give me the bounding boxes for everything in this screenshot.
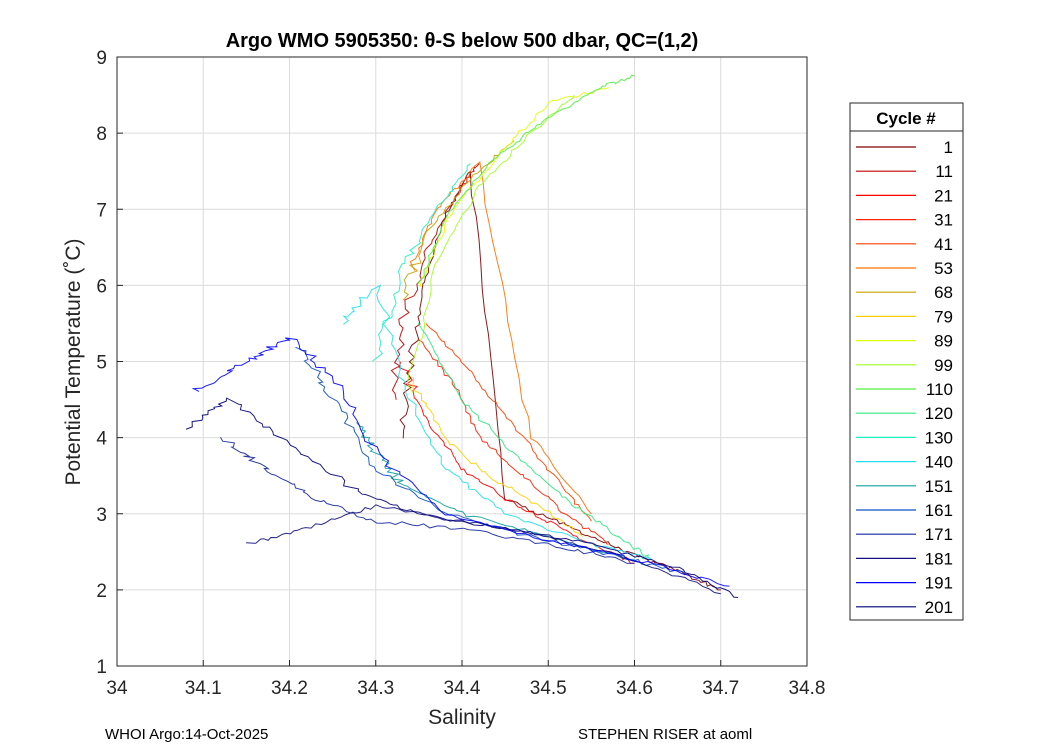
y-tick-label: 5 xyxy=(96,353,107,374)
footer-left: WHOI Argo:14-Oct-2025 xyxy=(105,726,269,743)
x-tick-label: 34.5 xyxy=(530,678,567,699)
footer-right: STEPHEN RISER at aoml xyxy=(578,726,753,743)
legend-entries: 1112131415368798999110120130140151161171… xyxy=(856,138,953,617)
grid-lines xyxy=(117,57,807,666)
x-tick-label: 34.8 xyxy=(789,678,826,699)
x-tick-label: 34.2 xyxy=(271,678,308,699)
legend-label: 120 xyxy=(925,404,953,423)
x-tick-label: 34.3 xyxy=(357,678,394,699)
series-line-110 xyxy=(417,74,635,285)
y-axis-ticks: 1 2 3 4 5 6 7 8 9 xyxy=(96,48,123,678)
x-tick-label: 34.7 xyxy=(702,678,739,699)
legend-label: 110 xyxy=(926,380,953,399)
series-group xyxy=(186,74,739,598)
series-line-181 xyxy=(246,504,721,595)
legend-label: 79 xyxy=(934,307,953,326)
legend-label: 1 xyxy=(944,138,953,157)
y-tick-label: 7 xyxy=(96,200,107,221)
series-line-79 xyxy=(412,376,584,537)
series-line-130 xyxy=(372,163,471,362)
legend: Cycle # 11121314153687989991101201301401… xyxy=(849,102,964,621)
legend-label: 151 xyxy=(925,477,953,496)
series-line-41 xyxy=(425,323,592,522)
y-tick-label: 2 xyxy=(96,581,107,602)
y-tick-label: 6 xyxy=(96,276,107,297)
y-tick-label: 8 xyxy=(96,124,107,145)
y-tick-label: 1 xyxy=(96,657,107,678)
x-tick-label: 34.6 xyxy=(616,678,653,699)
legend-label: 171 xyxy=(925,525,953,544)
series-line-191 xyxy=(191,337,730,587)
series-line-201 xyxy=(186,397,739,598)
x-tick-label: 34.4 xyxy=(444,678,481,699)
series-line-89 xyxy=(419,87,609,288)
legend-label: 31 xyxy=(934,211,953,230)
legend-label: 21 xyxy=(934,186,953,205)
series-line-120 xyxy=(417,322,652,560)
y-tick-label: 4 xyxy=(96,429,107,450)
legend-label: 11 xyxy=(935,162,953,181)
series-line-31 xyxy=(417,338,609,545)
series-line-99 xyxy=(406,94,575,394)
legend-label: 140 xyxy=(925,453,953,472)
legend-label: 181 xyxy=(925,549,953,568)
legend-label: 53 xyxy=(934,259,953,278)
legend-label: 68 xyxy=(934,283,953,302)
legend-label: 191 xyxy=(925,574,953,593)
x-tick-label: 34.1 xyxy=(185,678,222,699)
legend-label: 130 xyxy=(925,428,953,447)
legend-title: Cycle # xyxy=(876,109,936,128)
y-tick-label: 9 xyxy=(96,48,107,69)
legend-label: 201 xyxy=(925,598,953,617)
legend-label: 89 xyxy=(934,332,953,351)
x-axis-label: Salinity xyxy=(428,706,496,729)
legend-label: 99 xyxy=(934,356,953,375)
chart-title: Argo WMO 5905350: θ-S below 500 dbar, QC… xyxy=(226,30,699,52)
series-line-68 xyxy=(402,140,515,301)
y-tick-label: 3 xyxy=(96,505,107,526)
legend-label: 161 xyxy=(925,501,953,520)
series-line-140 xyxy=(342,284,652,560)
series-line-161 xyxy=(295,346,687,575)
x-axis-ticks: 34 34.1 34.2 34.3 34.4 34.5 34.6 34.7 34.8 xyxy=(106,660,825,699)
y-axis-label: Potential Temperature (˚C) xyxy=(62,238,85,485)
series-line-11 xyxy=(390,163,480,400)
series-line-171 xyxy=(220,436,635,564)
legend-label: 41 xyxy=(934,235,953,254)
series-line-53 xyxy=(409,161,592,515)
x-tick-label: 34 xyxy=(106,678,128,699)
